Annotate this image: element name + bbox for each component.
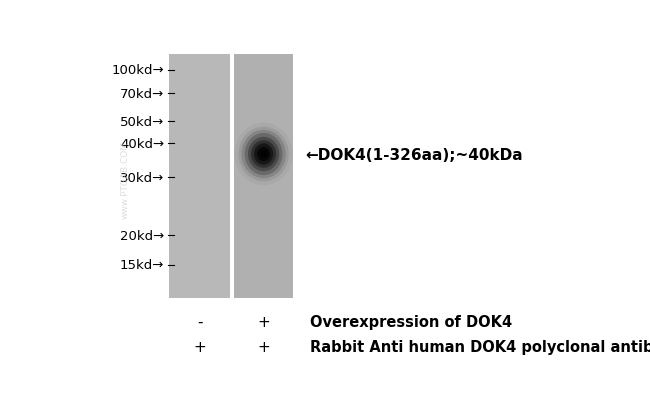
- Ellipse shape: [260, 151, 267, 159]
- Text: 100kd→: 100kd→: [112, 64, 164, 77]
- Text: 15kd→: 15kd→: [120, 259, 164, 272]
- Text: 70kd→: 70kd→: [120, 87, 164, 100]
- Text: +: +: [257, 339, 270, 354]
- Text: Overexpression of DOK4: Overexpression of DOK4: [311, 314, 513, 329]
- Text: ←DOK4(1-326aa);~40kDa: ←DOK4(1-326aa);~40kDa: [306, 147, 523, 162]
- Bar: [170, 55, 230, 298]
- Ellipse shape: [248, 137, 280, 172]
- Text: 40kd→: 40kd→: [120, 137, 164, 150]
- Ellipse shape: [254, 144, 273, 165]
- Ellipse shape: [257, 147, 270, 162]
- Text: www.PTGAB.COM: www.PTGAB.COM: [121, 141, 130, 218]
- Bar: [230, 55, 234, 298]
- Ellipse shape: [241, 130, 286, 179]
- Ellipse shape: [239, 127, 289, 182]
- Text: 20kd→: 20kd→: [120, 229, 164, 242]
- Text: +: +: [193, 339, 206, 354]
- Bar: [234, 55, 292, 298]
- Ellipse shape: [244, 134, 283, 176]
- Text: Rabbit Anti human DOK4 polyclonal antibody: Rabbit Anti human DOK4 polyclonal antibo…: [311, 339, 650, 354]
- Text: 50kd→: 50kd→: [120, 115, 164, 128]
- Text: -: -: [197, 314, 202, 329]
- Ellipse shape: [251, 141, 276, 168]
- Text: +: +: [257, 314, 270, 329]
- Ellipse shape: [235, 124, 292, 186]
- Text: 30kd→: 30kd→: [120, 172, 164, 185]
